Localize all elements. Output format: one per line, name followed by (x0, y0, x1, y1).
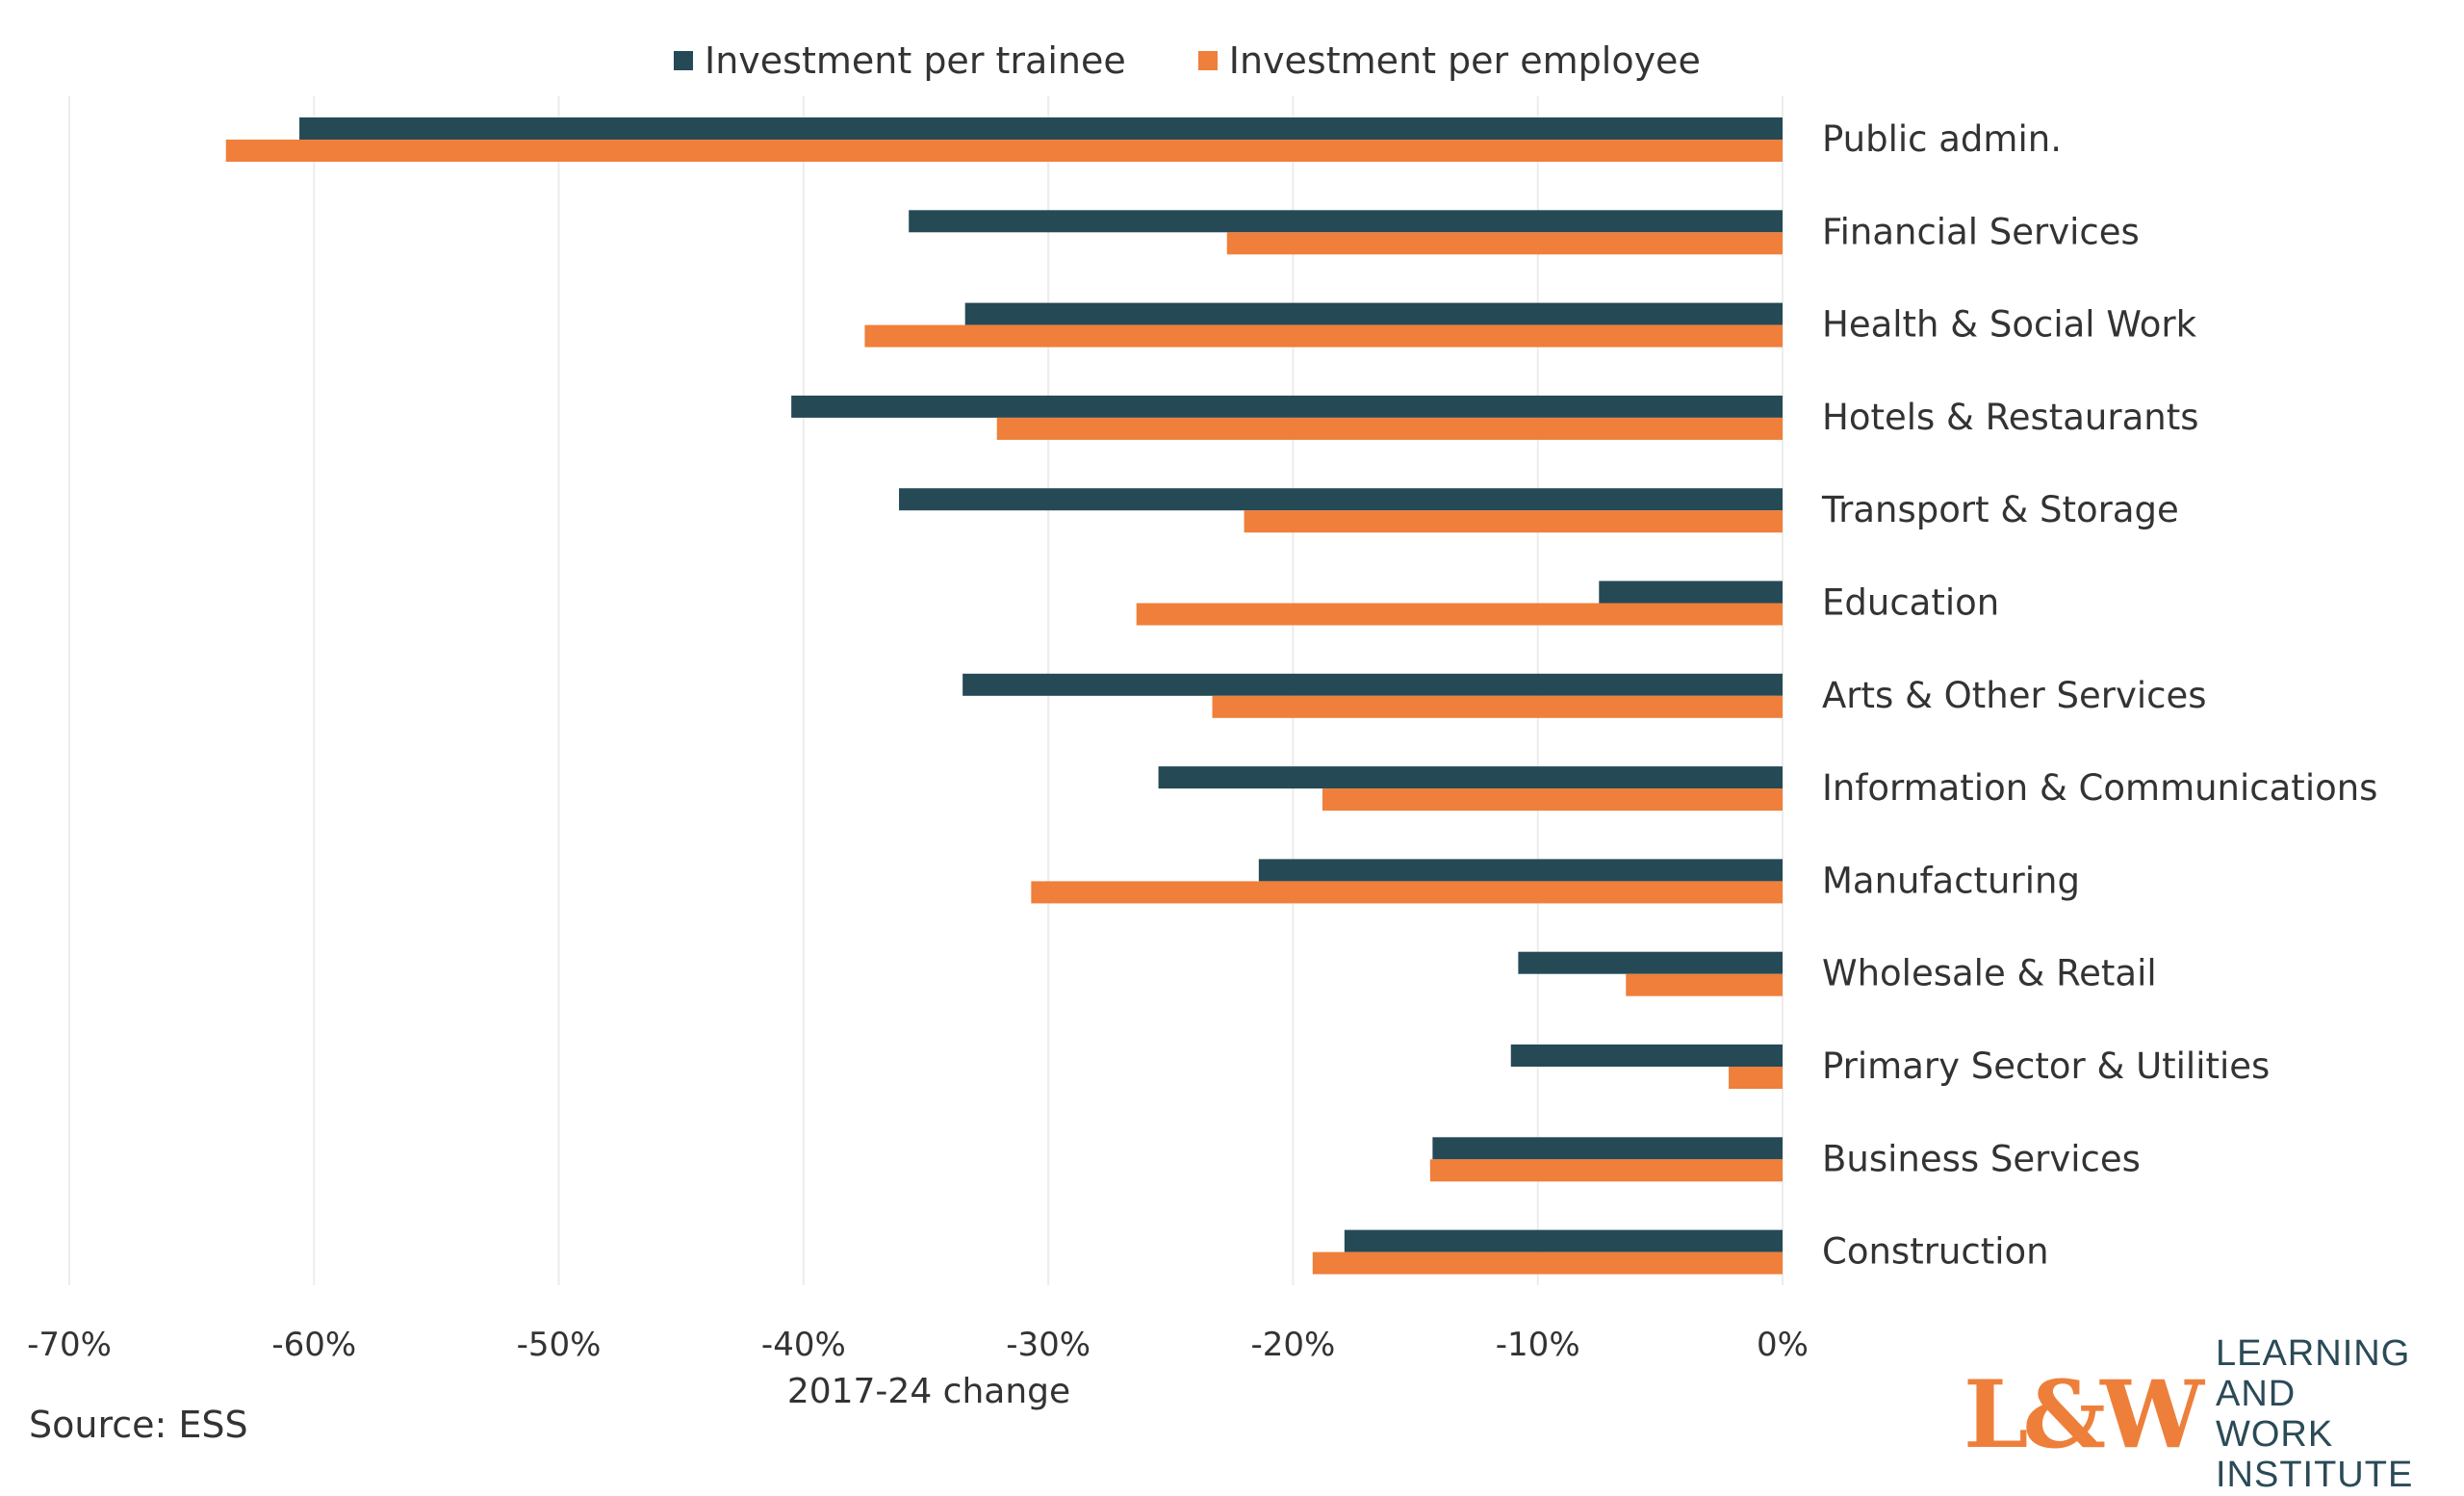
bar-employee (1312, 1251, 1783, 1275)
category-label: Primary Sector & Utilities (1822, 1045, 2270, 1087)
bar-trainee (962, 673, 1783, 696)
bar-trainee (1510, 1045, 1783, 1067)
bar-trainee (1344, 1229, 1783, 1252)
bar-trainee (1258, 859, 1783, 882)
x-tick-label: -70% (27, 1326, 112, 1364)
bar-trainee (1599, 580, 1783, 604)
legend-item-employee[interactable]: Investment per employee (1197, 39, 1701, 82)
category-label: Transport & Storage (1821, 489, 2179, 530)
category-labels: Public admin. Financial Services Health & … (1821, 118, 2377, 1273)
x-axis-label: 2017-24 change (787, 1372, 1070, 1411)
category-label: Wholesale & Retail (1822, 953, 2157, 994)
bar-employee (1226, 232, 1783, 255)
x-tick-labels: -70% -60% -50% -40% -30% -20% -10% 0% (27, 1326, 1809, 1364)
legend-label-employee: Investment per employee (1228, 39, 1701, 82)
legend-swatch-employee (1197, 51, 1218, 70)
bar-employee (1322, 788, 1783, 812)
lw-logo: L&W LEARNING AND WORK INSTITUTE (1964, 1334, 2464, 1495)
category-label: Public admin. (1822, 118, 2062, 160)
bar-trainee (1518, 951, 1783, 974)
category-label: Manufacturing (1822, 860, 2080, 901)
legend-label-trainee: Investment per trainee (705, 39, 1126, 82)
bar-trainee (299, 117, 1783, 140)
bar-trainee (791, 395, 1784, 418)
category-label: Financial Services (1822, 211, 2140, 252)
x-tick-label: -60% (271, 1326, 356, 1364)
bar-employee (225, 140, 1783, 162)
category-label: Hotels & Restaurants (1822, 397, 2199, 438)
category-label: Education (1822, 582, 1999, 624)
logo-line-1: LEARNING AND (2215, 1333, 2411, 1415)
bars (225, 117, 1784, 1275)
bar-employee (996, 417, 1783, 440)
category-label: Health & Social Work (1822, 304, 2197, 346)
logo-line-2: WORK INSTITUTE (2215, 1414, 2414, 1495)
bar-trainee (899, 488, 1783, 511)
legend: Investment per trainee Investment per em… (674, 37, 1773, 85)
bar-trainee (964, 302, 1783, 325)
bar-employee (864, 324, 1783, 348)
bar-trainee (1158, 766, 1783, 789)
bar-employee (1626, 973, 1783, 996)
x-tick-label: -20% (1251, 1326, 1336, 1364)
bar-employee (1729, 1067, 1783, 1089)
bar-employee (1212, 695, 1783, 718)
source-note: Source: ESS (29, 1404, 248, 1446)
category-label: Information & Communications (1822, 767, 2377, 809)
x-tick-label: -40% (761, 1326, 846, 1364)
logo-mark: L&W (1964, 1360, 2204, 1469)
x-tick-label: 0% (1757, 1326, 1809, 1364)
bar-trainee (909, 210, 1783, 233)
bar-employee (1031, 881, 1783, 904)
legend-item-trainee[interactable]: Investment per trainee (674, 39, 1126, 82)
x-tick-label: -50% (517, 1326, 602, 1364)
category-label: Arts & Other Services (1822, 675, 2207, 716)
bar-employee (1429, 1159, 1783, 1182)
category-label: Business Services (1822, 1138, 2141, 1179)
legend-swatch-trainee (674, 51, 693, 70)
bar-trainee (1432, 1137, 1783, 1160)
bar-employee (1244, 510, 1783, 533)
x-tick-label: -30% (1006, 1326, 1091, 1364)
bar-employee (1136, 603, 1783, 626)
category-label: Construction (1822, 1231, 2049, 1273)
x-tick-label: -10% (1496, 1326, 1580, 1364)
logo-text: LEARNING AND WORK INSTITUTE (2216, 1334, 2464, 1495)
